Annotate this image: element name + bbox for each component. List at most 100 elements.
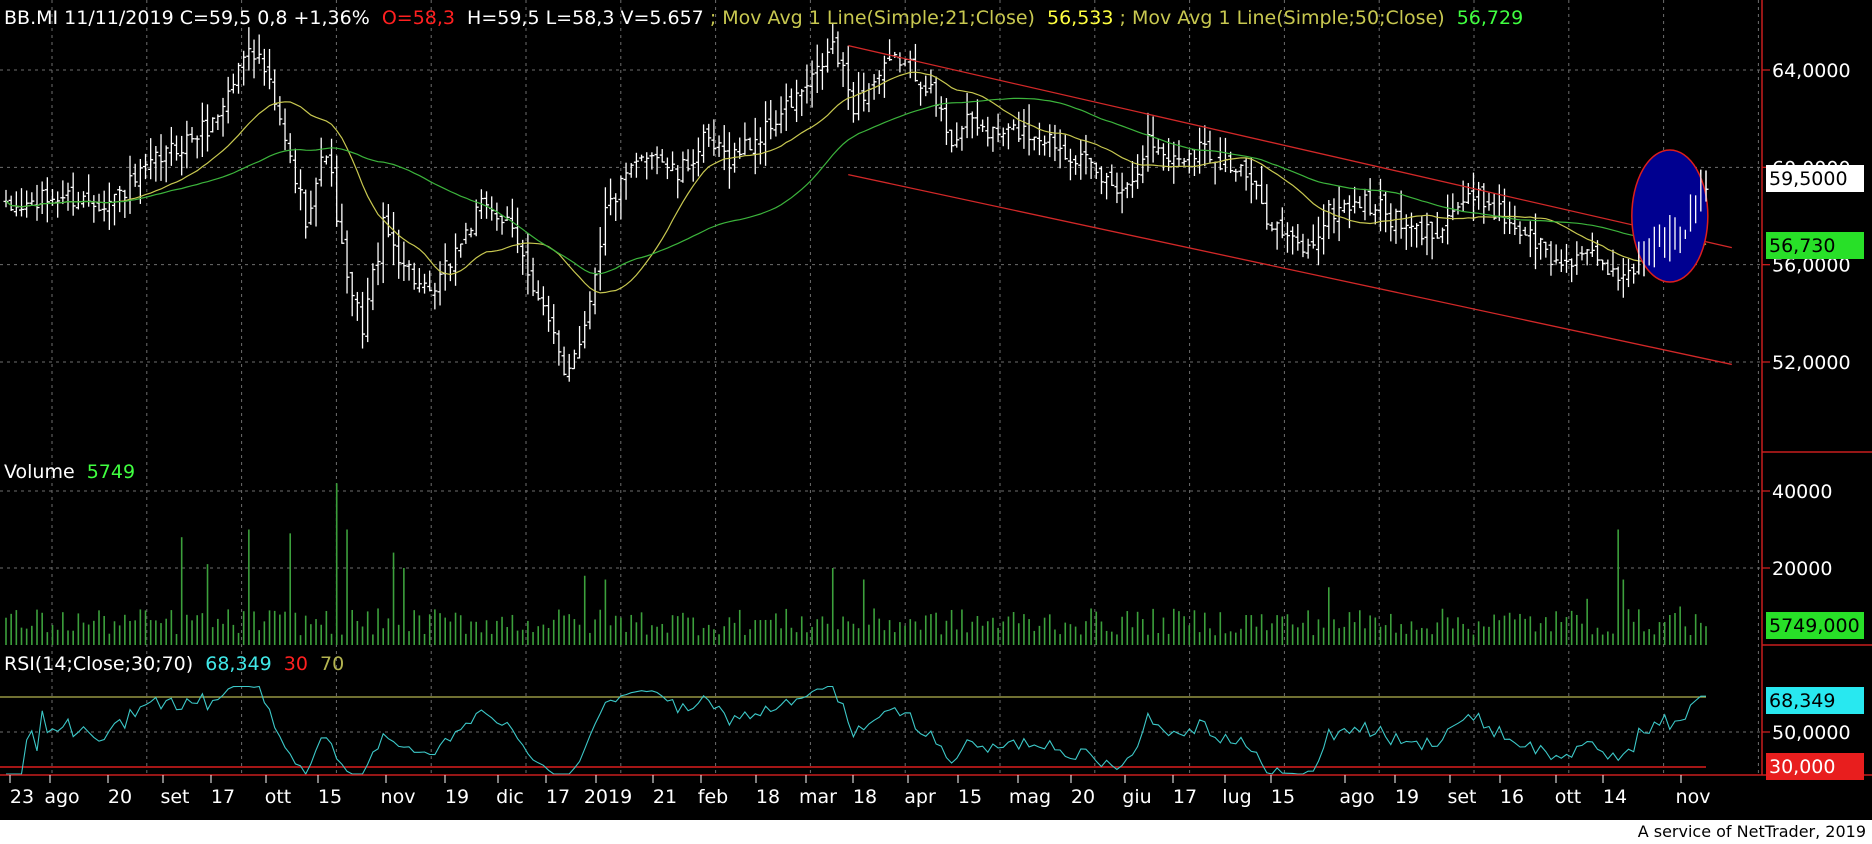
price-bar (339, 203, 345, 244)
price-bar (1078, 139, 1084, 180)
price-bar (1171, 141, 1177, 184)
price-bar (122, 189, 128, 218)
price-bar (8, 195, 14, 212)
price-bar (1321, 204, 1327, 255)
price-bar (1388, 203, 1394, 242)
volume-value: 5749 (87, 461, 135, 483)
price-bar (649, 152, 655, 170)
price-bar (1408, 212, 1414, 247)
price-bar (484, 191, 490, 219)
price-bar (70, 172, 76, 216)
price-bar (1005, 123, 1011, 150)
price-bar (876, 70, 882, 95)
price-bar (422, 273, 428, 294)
price-bar (1548, 241, 1554, 276)
price-bar (179, 135, 185, 176)
x-tick-label: apr (904, 786, 936, 808)
rsi-value-badge: 68,349 (1766, 687, 1864, 714)
price-bar (602, 187, 608, 256)
price-bar (365, 277, 371, 343)
price-bar (1000, 127, 1006, 147)
x-tick-label: giu (1122, 786, 1151, 808)
price-bar (210, 117, 216, 133)
price-bar (251, 39, 257, 79)
price-bar (437, 261, 443, 306)
price-bar (1414, 223, 1420, 248)
price-bar (546, 295, 552, 332)
price-bar (1527, 221, 1533, 258)
price-bar (354, 291, 360, 321)
price-bar (1042, 135, 1048, 156)
price-bar (685, 149, 691, 172)
x-tick-label: 16 (1500, 786, 1524, 808)
stock-chart: 64,000060,000056,000052,0000400002000050… (0, 0, 1872, 820)
price-bar (1104, 172, 1110, 200)
price-bar (220, 97, 226, 137)
price-bar (143, 153, 149, 180)
x-tick-label: 20 (108, 786, 132, 808)
price-panel[interactable] (3, 23, 1732, 382)
header-legend: BB.MI 11/11/2019 C=59,5 0,8 +1,36% O=58,… (4, 7, 1523, 29)
price-bar (990, 126, 996, 152)
open-value: O=58,3 (382, 7, 455, 29)
price-bar (1615, 266, 1621, 291)
price-bar (1579, 246, 1585, 261)
price-bar (799, 88, 805, 117)
price-bar (995, 113, 1001, 143)
price-bar (639, 154, 645, 162)
price-bar (1605, 259, 1611, 275)
rsi-low-badge-text: 30,000 (1769, 756, 1835, 778)
price-bar (458, 243, 464, 258)
price-bar (447, 263, 453, 282)
price-bar (163, 145, 169, 183)
price-bar (1600, 259, 1606, 271)
price-bar (1326, 199, 1332, 240)
price-bar (1016, 111, 1022, 142)
price-bar (329, 138, 335, 187)
price-bar (1336, 186, 1342, 242)
price-bar (680, 151, 686, 183)
price-bar (267, 48, 273, 90)
price-bar (117, 185, 123, 213)
rsi-line (6, 685, 1706, 776)
price-bar (1290, 226, 1296, 255)
rsi-low: 30 (284, 653, 308, 675)
price-bar (1145, 112, 1151, 172)
price-bar (1393, 208, 1399, 244)
x-axis: 23 ago 20 set 17 ott 15 nov 19 dic 17 2019 21 feb 18 ma… (9, 775, 1710, 808)
price-bar (721, 125, 727, 171)
price-bar (241, 50, 247, 86)
price-bar (19, 188, 25, 217)
x-tick-label: 21 (653, 786, 677, 808)
price-bar (871, 74, 877, 100)
price-bar (256, 34, 262, 64)
symbol-info: BB.MI 11/11/2019 C=59,5 0,8 +1,36% (4, 7, 370, 29)
rsi-value: 68,349 (205, 653, 271, 675)
price-bar (845, 45, 851, 110)
ma-value-badge: 56,730 (1766, 232, 1864, 259)
price-bar (406, 260, 412, 281)
price-bar (571, 349, 577, 370)
price-bar (830, 23, 836, 55)
price-bar (1047, 124, 1053, 158)
price-bar (1243, 157, 1249, 191)
x-tick-label: 15 (318, 786, 342, 808)
price-bar (985, 116, 991, 147)
price-bar (1238, 164, 1244, 177)
price-bar (597, 227, 603, 291)
price-bar (918, 81, 924, 106)
price-bar (1207, 130, 1213, 163)
chart-canvas: 64,000060,000056,000052,0000400002000050… (0, 0, 1872, 808)
price-bar (1305, 238, 1311, 259)
volume-panel[interactable] (5, 483, 1707, 645)
last-price-badge: 59,5000 (1766, 165, 1864, 192)
price-bar (132, 163, 138, 187)
price-bar (520, 239, 526, 275)
rsi-panel[interactable] (0, 685, 1706, 776)
x-tick-label: 2019 (584, 786, 632, 808)
price-bar (711, 119, 717, 156)
price-bar (964, 92, 970, 139)
price-bar (236, 62, 242, 94)
x-tick-label: 17 (546, 786, 570, 808)
price-bar (1011, 119, 1017, 131)
